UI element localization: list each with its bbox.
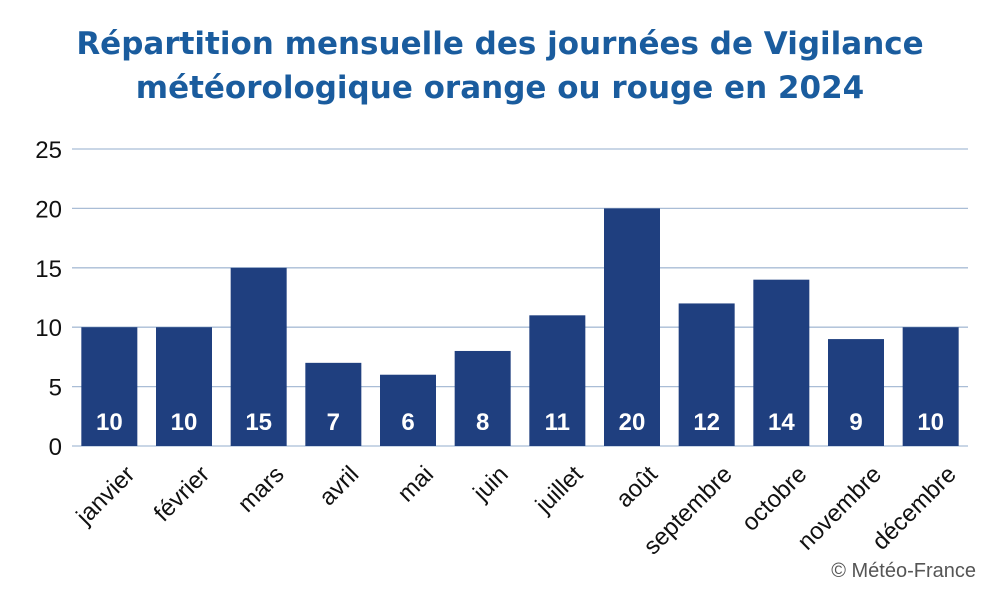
x-category-label-avril: avril bbox=[314, 461, 364, 511]
data-label-octobre: 14 bbox=[768, 409, 795, 436]
y-tick-label-5: 5 bbox=[49, 375, 62, 402]
data-label-mars: 15 bbox=[245, 409, 272, 436]
data-label-juillet: 11 bbox=[545, 409, 570, 436]
x-category-label-juin: juin bbox=[467, 461, 513, 507]
gridlines bbox=[72, 148, 968, 447]
x-category-label-octobre: octobre bbox=[737, 461, 813, 537]
credit-text: © Météo-France bbox=[831, 560, 976, 582]
x-category-label-février: février bbox=[149, 461, 215, 527]
chart-title-line-1: Répartition mensuelle des journées de Vi… bbox=[76, 26, 924, 62]
bar-mars bbox=[230, 267, 287, 446]
y-tick-label-15: 15 bbox=[35, 256, 62, 283]
bar-février bbox=[156, 327, 212, 446]
y-tick-label-0: 0 bbox=[49, 434, 62, 461]
bar-décembre bbox=[902, 327, 959, 446]
x-category-label-juillet: juillet bbox=[530, 461, 589, 520]
data-label-août: 20 bbox=[619, 409, 646, 436]
x-category-label-mars: mars bbox=[233, 461, 290, 518]
chart-title: Répartition mensuelle des journées de Vi… bbox=[0, 22, 1000, 110]
data-label-mai: 6 bbox=[401, 409, 414, 436]
bar-août bbox=[604, 208, 660, 446]
bar-avril bbox=[305, 362, 362, 446]
y-axis-ticks: 0 5 10 15 20 25 bbox=[35, 137, 62, 461]
x-category-label-janvier: janvier bbox=[71, 461, 141, 531]
bar-septembre bbox=[678, 303, 735, 446]
x-category-label-août: août bbox=[611, 461, 663, 513]
bar-juin bbox=[454, 350, 511, 446]
data-label-février: 10 bbox=[171, 409, 198, 436]
bar-juillet bbox=[529, 315, 586, 446]
data-label-décembre: 10 bbox=[917, 409, 944, 436]
y-tick-label-25: 25 bbox=[35, 137, 62, 164]
bar-octobre bbox=[753, 279, 810, 446]
data-label-avril: 7 bbox=[327, 409, 340, 436]
y-tick-label-20: 20 bbox=[35, 196, 62, 223]
bar-janvier bbox=[81, 327, 138, 446]
x-category-label-mai: mai bbox=[393, 461, 439, 507]
data-label-septembre: 12 bbox=[693, 409, 720, 436]
data-label-janvier: 10 bbox=[96, 409, 123, 436]
data-label-juin: 8 bbox=[476, 409, 489, 436]
bar-mai bbox=[380, 374, 436, 446]
data-labels: 10 10 15 7 6 8 11 20 12 14 9 10 bbox=[96, 409, 944, 436]
y-tick-label-10: 10 bbox=[35, 315, 62, 342]
bar-novembre bbox=[828, 339, 884, 446]
chart-title-line-2: météorologique orange ou rouge en 2024 bbox=[135, 70, 865, 106]
data-label-novembre: 9 bbox=[849, 409, 862, 436]
bars bbox=[81, 208, 959, 446]
x-axis-categories: janvier février mars avril mai juin juillet aoû… bbox=[71, 461, 962, 561]
